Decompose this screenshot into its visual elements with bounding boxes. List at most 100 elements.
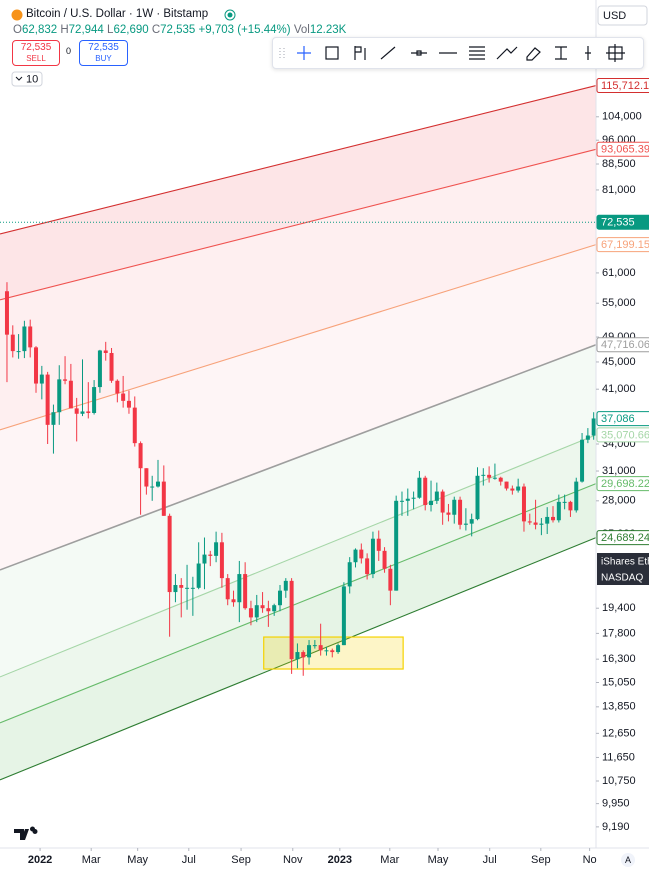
tv-logo: [14, 826, 38, 840]
candle-body: [45, 374, 50, 425]
trendline-tool[interactable]: [380, 46, 396, 60]
candle-body: [365, 558, 370, 575]
eraser-tool[interactable]: [526, 47, 541, 61]
candle-body: [202, 554, 207, 564]
price-tag-label: 115,712.1: [601, 80, 649, 92]
candle-body: [132, 407, 137, 444]
y-tick-label: 55,000: [602, 297, 636, 309]
x-tick-label: May: [127, 854, 148, 866]
candle-body: [161, 481, 166, 516]
volume: 12.23K: [309, 24, 347, 36]
candle-body: [452, 499, 457, 515]
rectangle-tool[interactable]: [325, 46, 339, 60]
y-tick-label: 81,000: [602, 184, 636, 196]
x-tick-label: 2023: [328, 854, 352, 866]
candle-body: [487, 474, 492, 478]
candle-body: [440, 491, 445, 513]
candle-body: [527, 521, 532, 523]
toolbar-icons: [279, 44, 625, 62]
candle-body: [475, 475, 480, 520]
hline-tool[interactable]: [411, 50, 427, 56]
ohlc-value: 62,690: [113, 24, 149, 36]
candle-body: [173, 585, 178, 593]
candle-body: [504, 481, 509, 489]
candle-body: [539, 523, 544, 525]
candle-body: [214, 542, 219, 556]
price-tag: [596, 476, 649, 492]
candle-body: [498, 477, 503, 482]
symbol-tag-name: iShares Eth: [601, 557, 649, 568]
candle-body: [231, 599, 236, 603]
candle-body: [80, 411, 85, 414]
y-tick-label: 61,000: [602, 267, 636, 279]
crosshair-tool[interactable]: [297, 46, 311, 60]
channel-line: [0, 483, 597, 724]
price-tag-label: 47,716.06: [601, 339, 649, 351]
candle-body: [446, 512, 451, 515]
candle-body: [196, 563, 201, 588]
ohlc-key: H: [60, 24, 69, 36]
y-tick-label: 12,650: [602, 727, 636, 739]
candle-body: [521, 486, 526, 522]
x-tick-label: No: [583, 854, 597, 866]
y-tick-label: 10,750: [602, 775, 636, 787]
candle-body: [434, 491, 439, 501]
candle-body: [347, 562, 352, 587]
channel-band: [0, 344, 596, 677]
candle-body: [28, 326, 33, 348]
candle-body: [336, 645, 341, 653]
channel-line: [0, 344, 597, 571]
price-tag: [596, 214, 649, 230]
parallel-tool[interactable]: [469, 46, 485, 60]
sell-button[interactable]: 72,535 SELL: [12, 40, 60, 66]
measure-tool[interactable]: [585, 46, 591, 60]
buy-button[interactable]: 72,535 BUY: [79, 40, 128, 66]
candle-body: [51, 412, 56, 425]
candle-body: [516, 486, 521, 491]
brush-tool[interactable]: [496, 46, 518, 60]
candle-body: [469, 519, 474, 524]
price-tag-label: 67,199.15: [601, 239, 649, 251]
text-tool[interactable]: [555, 46, 567, 60]
currency-selector[interactable]: [597, 5, 648, 26]
channel-band: [0, 85, 596, 300]
candle-body: [179, 585, 184, 588]
change: +9,703 (+15.44%): [198, 24, 291, 36]
candle-body: [301, 652, 306, 658]
candle-body: [388, 568, 393, 591]
y-tick-label: 104,000: [602, 111, 642, 123]
price-tag: [596, 411, 649, 427]
btc-icon: [11, 9, 23, 21]
drag-handle[interactable]: [279, 48, 285, 58]
spread: 0: [66, 46, 72, 56]
candle-body: [283, 580, 288, 591]
time-axis: [0, 848, 649, 875]
price-tag-label: 72,535: [601, 217, 635, 229]
candle-body: [324, 650, 329, 652]
candle-body: [295, 652, 300, 660]
channel-line: [0, 148, 597, 301]
candle-body: [266, 608, 271, 612]
channel-band: [0, 434, 596, 723]
auto-scale-button[interactable]: [621, 853, 635, 867]
candle-body: [74, 408, 79, 414]
candle-body: [417, 477, 422, 498]
currency: USD: [603, 10, 626, 22]
volume-key: Vol: [293, 24, 310, 36]
candle-body: [219, 542, 224, 579]
candle-body: [556, 501, 561, 521]
x-tick-label: 2022: [28, 854, 52, 866]
candle-body: [492, 477, 497, 479]
candle-body: [394, 500, 399, 591]
fib-tool[interactable]: [354, 46, 366, 60]
candle-body: [545, 516, 550, 524]
ohlc-key: L: [107, 24, 114, 36]
candle-body: [121, 393, 126, 401]
ohlc-value: 62,832: [21, 24, 58, 36]
y-tick-label: 28,000: [602, 495, 636, 507]
indicators-toggle[interactable]: [11, 71, 43, 87]
price-tag: [596, 530, 649, 546]
candle-body: [190, 587, 195, 589]
